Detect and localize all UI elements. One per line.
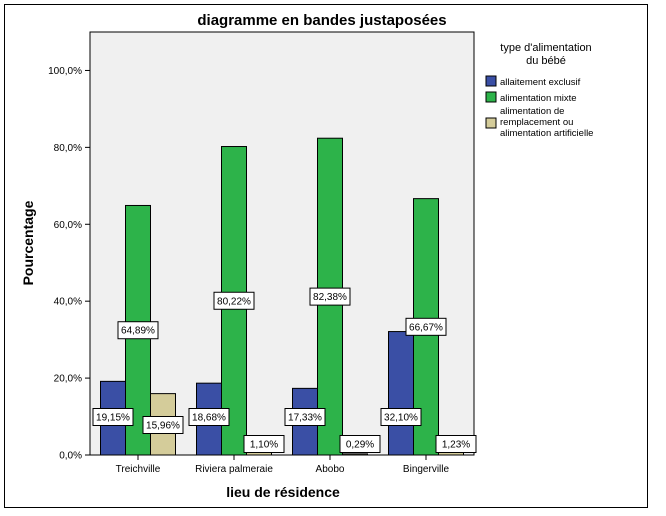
bar — [388, 331, 414, 456]
data-label-box — [188, 408, 230, 426]
x-axis: Treichville Riviera palmeraie Abobo Bingerv… — [116, 455, 450, 475]
x-tick-label: Treichville — [116, 464, 161, 475]
legend-title: du bébé — [526, 55, 566, 67]
data-label-text: 1,23% — [442, 440, 470, 451]
data-label-box — [117, 321, 159, 340]
data-label-text: 80,22% — [217, 296, 251, 307]
y-tick-label: 40,0% — [54, 297, 82, 308]
data-label: 18,68% — [188, 408, 230, 426]
data-label-box — [435, 435, 477, 453]
y-axis-title: Pourcentage — [20, 200, 36, 285]
legend-label: alimentation de — [500, 106, 564, 117]
data-label-box — [339, 435, 381, 453]
x-tick-label: Abobo — [316, 464, 345, 475]
data-label-box — [213, 291, 255, 310]
data-label-box — [142, 416, 184, 434]
y-tick-label: 20,0% — [54, 374, 82, 385]
data-label-text: 0,29% — [346, 440, 374, 451]
data-label: 80,22% — [213, 291, 255, 310]
data-label: 66,67% — [405, 317, 447, 336]
legend-label: alimentation mixte — [500, 93, 577, 104]
data-label-text: 64,89% — [121, 326, 155, 337]
legend-swatch — [485, 75, 497, 87]
legend-swatch — [485, 91, 497, 103]
data-label-text: 82,38% — [313, 292, 347, 303]
data-label: 0,29% — [339, 435, 381, 453]
data-label: 82,38% — [309, 287, 351, 306]
data-label: 15,96% — [142, 416, 184, 434]
data-label-box — [92, 408, 134, 426]
data-label-box — [380, 408, 422, 426]
x-tick-label: Bingerville — [403, 464, 450, 475]
data-label: 1,23% — [435, 435, 477, 453]
data-label-text: 1,10% — [250, 440, 278, 451]
bar — [342, 453, 368, 456]
y-tick-label: 80,0% — [54, 143, 82, 154]
data-label-text: 19,15% — [96, 413, 130, 424]
data-label: 17,33% — [284, 408, 326, 426]
data-label: 64,89% — [117, 321, 159, 340]
legend-label: alimentation artificielle — [500, 128, 593, 139]
data-label-text: 66,67% — [409, 322, 443, 333]
legend-label: allaitement exclusif — [500, 77, 581, 88]
chart-title: diagramme en bandes justaposées — [197, 12, 446, 29]
legend-swatch — [485, 117, 497, 129]
data-label: 19,15% — [92, 408, 134, 426]
data-label-text: 18,68% — [192, 413, 226, 424]
y-tick-label: 0,0% — [59, 451, 82, 462]
x-axis-title: lieu de résidence — [226, 484, 340, 500]
legend-title: type d'alimentation — [500, 42, 591, 54]
data-label-box — [284, 408, 326, 426]
data-label-box — [405, 317, 447, 336]
y-tick-label: 100,0% — [48, 66, 82, 77]
data-label: 1,10% — [243, 435, 285, 453]
y-tick-label: 60,0% — [54, 220, 82, 231]
data-label-box — [309, 287, 351, 306]
data-label-text: 32,10% — [384, 413, 418, 424]
x-tick-label: Riviera palmeraie — [195, 464, 273, 475]
legend-label: remplacement ou — [500, 117, 573, 128]
data-label-text: 15,96% — [146, 421, 180, 432]
data-label-box — [243, 435, 285, 453]
data-label: 32,10% — [380, 408, 422, 426]
data-label-text: 17,33% — [288, 413, 322, 424]
data-labels: 19,15% 64,89% 15,96% 18,68% 80,22% 1,10% 17,33… — [92, 287, 477, 453]
y-axis: 0,0% 20,0% 40,0% 60,0% 80,0% 100,0% — [48, 66, 90, 462]
